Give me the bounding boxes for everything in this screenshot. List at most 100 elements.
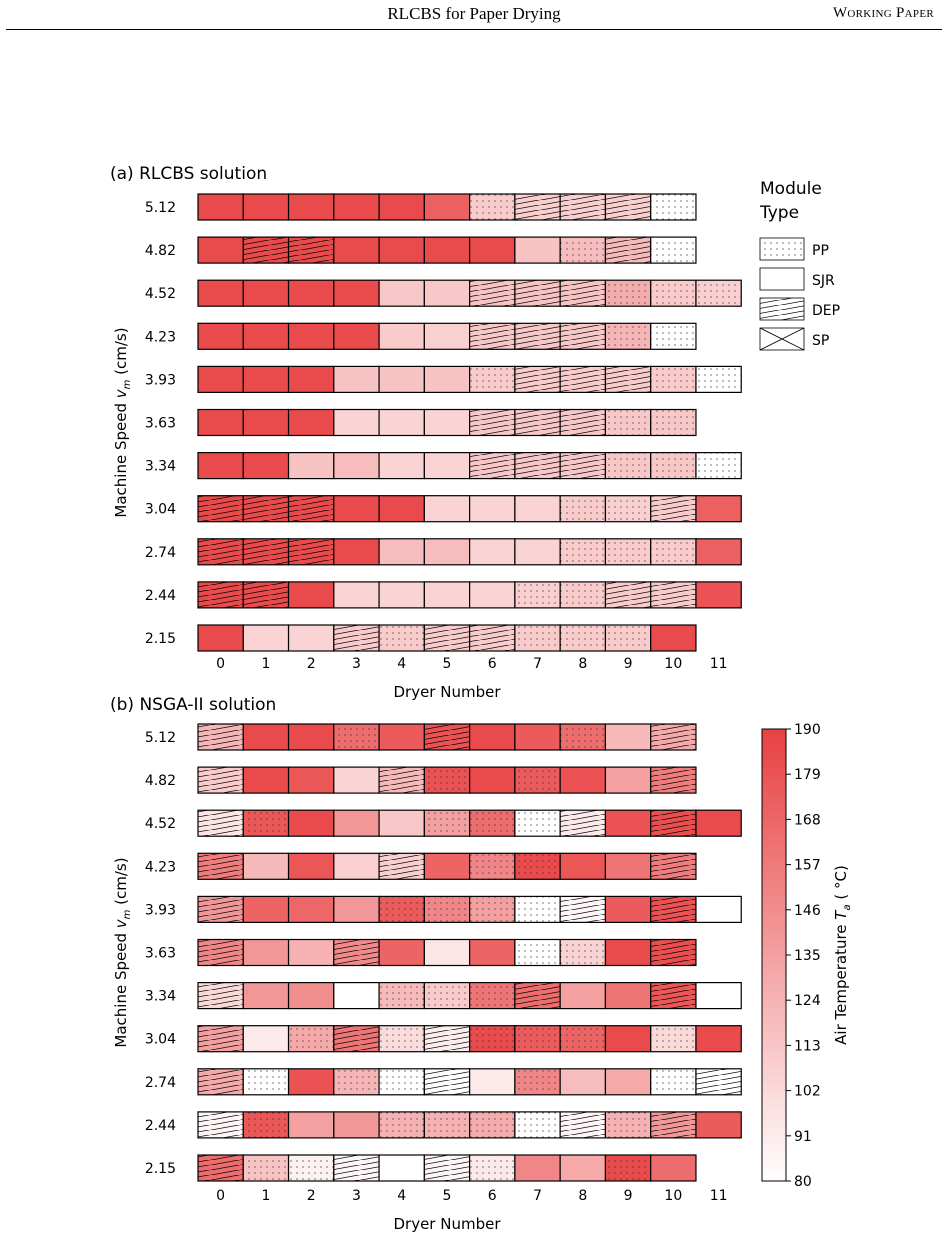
panel-a-cell xyxy=(469,408,516,437)
cell-border xyxy=(695,452,742,480)
cell-pattern-dep xyxy=(424,1155,470,1181)
panel-b-cell xyxy=(469,938,516,967)
cell-fill xyxy=(243,625,289,651)
panel-b-x-label: Dryer Number xyxy=(393,1215,501,1233)
cell-fill xyxy=(379,495,425,522)
cell-fill xyxy=(333,409,380,436)
panel-a-speed-label: 2.74 xyxy=(145,545,176,561)
panel-b-x-tick: 5 xyxy=(443,1188,452,1204)
cell-fill xyxy=(379,366,425,393)
panel-a-cell xyxy=(559,236,607,264)
panel-b-cell xyxy=(242,723,290,751)
panel-a-speed-label: 3.04 xyxy=(145,502,176,518)
panel-a-cell xyxy=(423,279,471,307)
cell-pattern-pp xyxy=(424,767,470,794)
cell-pattern-dep xyxy=(243,495,289,522)
panel-b-cell xyxy=(604,723,652,751)
panel-b-cell xyxy=(559,1111,607,1139)
panel-b-cell xyxy=(469,1068,516,1096)
panel-a-x-tick: 0 xyxy=(216,656,225,672)
panel-b-cell xyxy=(423,809,471,837)
cell-fill xyxy=(605,982,651,1009)
colorbar-segment xyxy=(762,1105,786,1114)
cell-fill xyxy=(379,538,425,565)
panel-a-cell xyxy=(650,236,697,264)
panel-a-x-tick: 1 xyxy=(261,656,270,672)
cell-pattern-dep xyxy=(560,896,606,923)
cell-border xyxy=(695,981,742,1010)
colorbar-segment xyxy=(762,804,786,813)
panel-a-cell xyxy=(197,236,244,264)
panel-a-cell xyxy=(423,581,471,609)
panel-a-cell xyxy=(333,408,380,437)
cell-pattern-dep xyxy=(514,323,561,350)
panel-b-title: (b) NSGA-II solution xyxy=(110,695,276,715)
cell-pattern-dep xyxy=(605,194,651,220)
panel-b-x-tick: 4 xyxy=(397,1188,406,1204)
panel-b-cell xyxy=(604,766,652,794)
panel-a-y-label: Machine Speed vm (cm/s) xyxy=(112,327,133,517)
cell-pattern-pp xyxy=(288,1155,334,1181)
cell-border xyxy=(695,809,742,837)
panel-b-cell xyxy=(514,852,561,880)
cell-fill xyxy=(333,366,380,393)
cell-pattern-dep xyxy=(560,810,606,837)
panel-b-cell xyxy=(469,852,516,880)
panel-b-cell xyxy=(559,1025,607,1053)
panel-b-cell xyxy=(650,1068,697,1096)
panel-a-cell xyxy=(514,279,561,307)
cell-pattern-pp xyxy=(695,366,742,393)
panel-a-cell xyxy=(242,193,290,221)
cell-pattern-dep xyxy=(333,939,380,966)
panel-b-cell xyxy=(242,1068,290,1096)
cell-fill xyxy=(288,810,334,837)
cell-pattern-pp xyxy=(560,724,606,750)
panel-a-speed-label: 2.44 xyxy=(145,588,176,604)
panel-a-cell xyxy=(287,365,335,393)
panel-a-cell xyxy=(333,538,380,566)
cell-pattern-dep xyxy=(243,237,289,264)
panel-b-cell xyxy=(287,981,335,1010)
colorbar-segment xyxy=(762,1158,786,1167)
cell-pattern-dep xyxy=(560,280,606,307)
panel-a-cell xyxy=(378,538,425,566)
panel-b-speed-label: 3.63 xyxy=(145,946,176,962)
panel-a-speed-label: 4.23 xyxy=(145,329,176,345)
cell-border xyxy=(695,895,742,924)
legend-label-pp: PP xyxy=(812,243,829,259)
cell-pattern-dep xyxy=(198,581,244,608)
cell-fill xyxy=(198,625,244,651)
cell-pattern-dep xyxy=(650,810,696,837)
cell-border xyxy=(650,723,697,751)
cell-fill xyxy=(424,495,470,522)
panel-b-cell xyxy=(650,1025,697,1053)
panel-b-cell xyxy=(559,895,607,924)
panel-a-cell xyxy=(604,365,652,393)
cell-border xyxy=(650,938,697,967)
panel-b-cell xyxy=(378,1068,425,1096)
cell-pattern-pp xyxy=(650,452,696,479)
cell-fill xyxy=(288,366,334,393)
cell-pattern-pp xyxy=(605,495,651,522)
cell-pattern-pp xyxy=(514,581,561,608)
panel-b-cell xyxy=(469,809,516,837)
cell-pattern-pp xyxy=(379,1068,425,1095)
cell-fill xyxy=(333,538,380,565)
panel-b-x-tick: 2 xyxy=(307,1188,316,1204)
panel-b-speed-label: 3.04 xyxy=(145,1032,176,1048)
panel-b-cell xyxy=(695,1025,742,1053)
cell-border xyxy=(650,624,697,652)
cell-fill xyxy=(243,366,289,393)
panel-a-x-label: Dryer Number xyxy=(393,683,501,701)
cell-pattern-dep xyxy=(650,1111,696,1138)
cell-pattern-pp xyxy=(650,409,696,436)
colorbar-segment xyxy=(762,1128,786,1137)
cell-fill xyxy=(379,452,425,479)
panel-b-cell xyxy=(197,1025,244,1053)
cell-pattern-dep xyxy=(605,237,651,264)
panel-b-cell xyxy=(333,852,380,880)
cell-fill xyxy=(424,323,470,350)
panel-a-cell xyxy=(559,365,607,393)
panel-b-cell xyxy=(333,723,380,751)
panel-a-cell xyxy=(242,581,290,609)
